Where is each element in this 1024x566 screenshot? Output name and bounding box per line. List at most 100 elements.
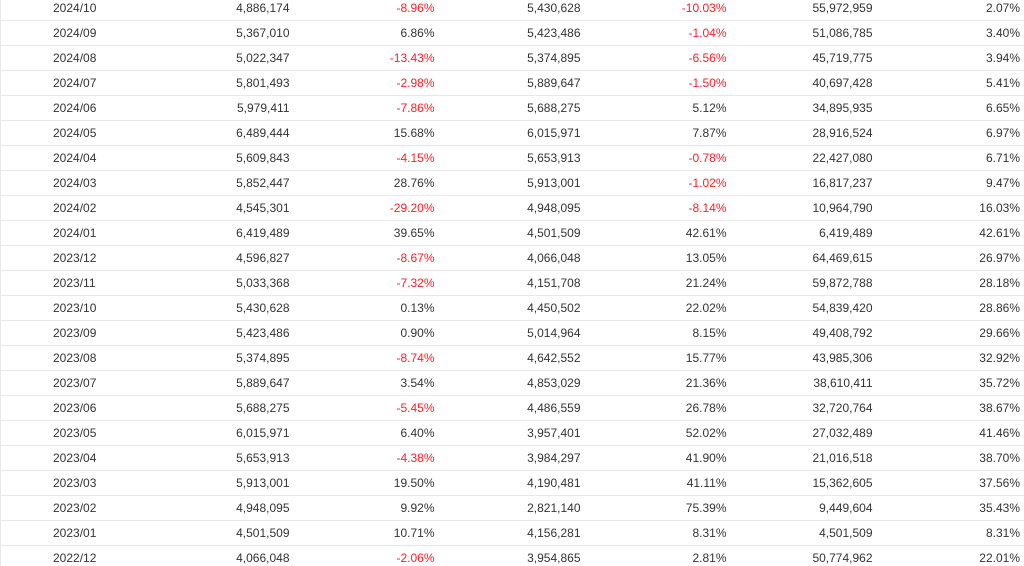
- value-cell: 5,979,411: [152, 95, 298, 121]
- cumulative-cell: 43,985,306: [734, 345, 881, 371]
- prev-year-value-cell: 3,954,865: [442, 545, 589, 566]
- value-cell: 4,596,827: [152, 245, 298, 271]
- table-row: 2024/02 4,545,301 -29.20% 4,948,095 -8.14% 10…: [0, 195, 1024, 221]
- value-cell: 4,545,301: [152, 195, 298, 221]
- yoy-change-cell: 21.36%: [588, 370, 735, 396]
- month-cell: 2024/07: [0, 70, 153, 96]
- mom-change-cell: 6.86%: [297, 20, 443, 46]
- mom-change-cell: -8.67%: [297, 245, 443, 271]
- cumulative-cell: 49,408,792: [734, 320, 881, 346]
- yoy-change-cell: 7.87%: [588, 120, 735, 146]
- yoy-change-cell: -1.04%: [588, 20, 735, 46]
- cumulative-change-cell: 35.43%: [880, 495, 1024, 521]
- yoy-change-cell: 2.81%: [588, 545, 735, 566]
- prev-year-value-cell: 4,948,095: [442, 195, 589, 221]
- value-cell: 5,653,913: [152, 445, 298, 471]
- value-cell: 5,889,647: [152, 370, 298, 396]
- month-cell: 2023/09: [0, 320, 153, 346]
- month-cell: 2023/07: [0, 370, 153, 396]
- cumulative-change-cell: 6.71%: [880, 145, 1024, 171]
- yoy-change-cell: 8.31%: [588, 520, 735, 546]
- yoy-change-cell: -6.56%: [588, 45, 735, 71]
- mom-change-cell: -13.43%: [297, 45, 443, 71]
- mom-change-cell: 39.65%: [297, 220, 443, 246]
- value-cell: 5,852,447: [152, 170, 298, 196]
- prev-year-value-cell: 5,653,913: [442, 145, 589, 171]
- prev-year-value-cell: 4,151,708: [442, 270, 589, 296]
- month-cell: 2024/08: [0, 45, 153, 71]
- month-cell: 2024/06: [0, 95, 153, 121]
- table-row: 2024/04 5,609,843 -4.15% 5,653,913 -0.78% 22,…: [0, 145, 1024, 171]
- cumulative-change-cell: 5.41%: [880, 70, 1024, 96]
- mom-change-cell: -4.15%: [297, 145, 443, 171]
- month-cell: 2024/05: [0, 120, 153, 146]
- mom-change-cell: -7.32%: [297, 270, 443, 296]
- month-cell: 2023/01: [0, 520, 153, 546]
- mom-change-cell: 15.68%: [297, 120, 443, 146]
- cumulative-cell: 51,086,785: [734, 20, 881, 46]
- month-cell: 2022/12: [0, 545, 153, 566]
- table-row: 2022/12 4,066,048 -2.06% 3,954,865 2.81% 50,7…: [0, 545, 1024, 566]
- cumulative-cell: 15,362,605: [734, 470, 881, 496]
- mom-change-cell: -7.86%: [297, 95, 443, 121]
- table-row: 2023/12 4,596,827 -8.67% 4,066,048 13.05% 64,…: [0, 245, 1024, 271]
- month-cell: 2024/10: [0, 0, 153, 21]
- month-cell: 2023/06: [0, 395, 153, 421]
- month-cell: 2024/03: [0, 170, 153, 196]
- cumulative-change-cell: 38.70%: [880, 445, 1024, 471]
- cumulative-cell: 27,032,489: [734, 420, 881, 446]
- mom-change-cell: 9.92%: [297, 495, 443, 521]
- mom-change-cell: 19.50%: [297, 470, 443, 496]
- prev-year-value-cell: 4,190,481: [442, 470, 589, 496]
- yoy-change-cell: 22.02%: [588, 295, 735, 321]
- mom-change-cell: -4.38%: [297, 445, 443, 471]
- cumulative-change-cell: 28.86%: [880, 295, 1024, 321]
- cumulative-change-cell: 6.65%: [880, 95, 1024, 121]
- cumulative-change-cell: 29.66%: [880, 320, 1024, 346]
- month-cell: 2024/02: [0, 195, 153, 221]
- prev-year-value-cell: 5,423,486: [442, 20, 589, 46]
- prev-year-value-cell: 3,957,401: [442, 420, 589, 446]
- mom-change-cell: 10.71%: [297, 520, 443, 546]
- cumulative-cell: 55,972,959: [734, 0, 881, 21]
- cumulative-change-cell: 3.94%: [880, 45, 1024, 71]
- value-cell: 5,033,368: [152, 270, 298, 296]
- month-cell: 2023/08: [0, 345, 153, 371]
- month-cell: 2023/03: [0, 470, 153, 496]
- table-row: 2024/05 6,489,444 15.68% 6,015,971 7.87% 28,9…: [0, 120, 1024, 146]
- value-cell: 5,430,628: [152, 295, 298, 321]
- cumulative-change-cell: 32.92%: [880, 345, 1024, 371]
- month-cell: 2023/11: [0, 270, 153, 296]
- prev-year-value-cell: 5,374,895: [442, 45, 589, 71]
- table-row: 2024/07 5,801,493 -2.98% 5,889,647 -1.50% 40,…: [0, 70, 1024, 96]
- cumulative-change-cell: 2.07%: [880, 0, 1024, 21]
- table-row: 2024/03 5,852,447 28.76% 5,913,001 -1.02% 16,…: [0, 170, 1024, 196]
- table-row: 2023/11 5,033,368 -7.32% 4,151,708 21.24% 59,…: [0, 270, 1024, 296]
- value-cell: 6,489,444: [152, 120, 298, 146]
- prev-year-value-cell: 5,889,647: [442, 70, 589, 96]
- yoy-change-cell: -1.50%: [588, 70, 735, 96]
- mom-change-cell: 3.54%: [297, 370, 443, 396]
- cumulative-change-cell: 22.01%: [880, 545, 1024, 566]
- yoy-change-cell: 41.11%: [588, 470, 735, 496]
- cumulative-change-cell: 42.61%: [880, 220, 1024, 246]
- cumulative-change-cell: 38.67%: [880, 395, 1024, 421]
- prev-year-value-cell: 5,430,628: [442, 0, 589, 21]
- value-cell: 5,801,493: [152, 70, 298, 96]
- yoy-change-cell: 13.05%: [588, 245, 735, 271]
- mom-change-cell: -29.20%: [297, 195, 443, 221]
- value-cell: 4,501,509: [152, 520, 298, 546]
- table-row: 2023/06 5,688,275 -5.45% 4,486,559 26.78% 32,…: [0, 395, 1024, 421]
- table-row: 2023/04 5,653,913 -4.38% 3,984,297 41.90% 21,…: [0, 445, 1024, 471]
- cumulative-change-cell: 37.56%: [880, 470, 1024, 496]
- yoy-change-cell: 41.90%: [588, 445, 735, 471]
- table-row: 2023/08 5,374,895 -8.74% 4,642,552 15.77% 43,…: [0, 345, 1024, 371]
- prev-year-value-cell: 5,913,001: [442, 170, 589, 196]
- cumulative-cell: 10,964,790: [734, 195, 881, 221]
- cumulative-cell: 45,719,775: [734, 45, 881, 71]
- mom-change-cell: 28.76%: [297, 170, 443, 196]
- value-cell: 5,374,895: [152, 345, 298, 371]
- cumulative-change-cell: 6.97%: [880, 120, 1024, 146]
